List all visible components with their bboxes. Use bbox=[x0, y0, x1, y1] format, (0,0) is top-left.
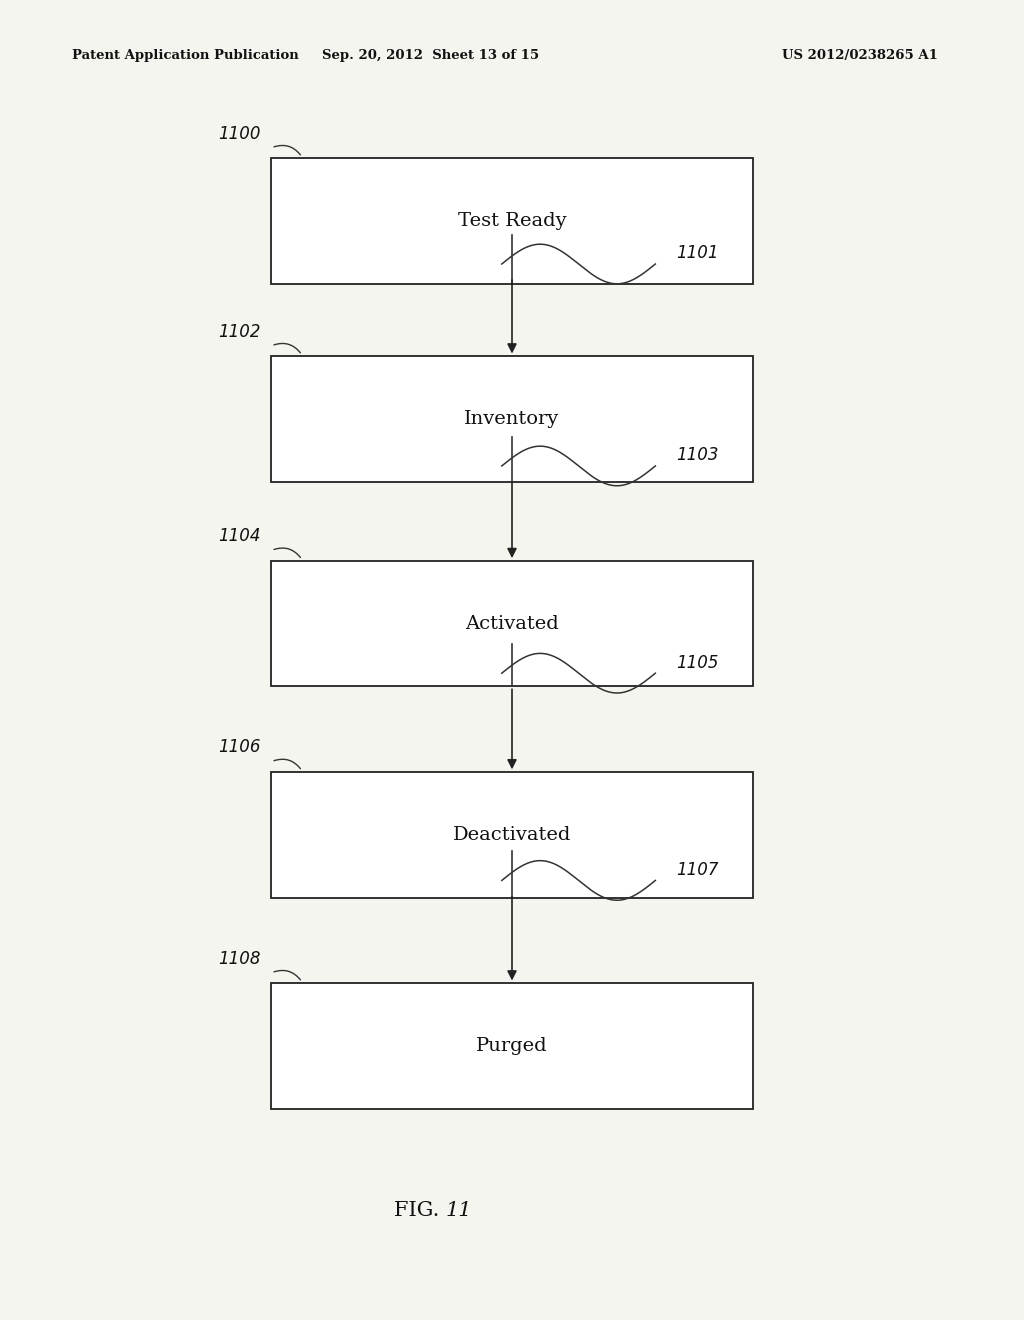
Text: 1105: 1105 bbox=[676, 653, 719, 672]
Text: FIG.: FIG. bbox=[394, 1201, 446, 1220]
Text: Patent Application Publication: Patent Application Publication bbox=[72, 49, 298, 62]
Bar bbox=[271, 158, 753, 284]
Text: Test Ready: Test Ready bbox=[458, 213, 566, 230]
Text: 1101: 1101 bbox=[676, 244, 719, 263]
Text: 1102: 1102 bbox=[218, 322, 261, 341]
Text: Sep. 20, 2012  Sheet 13 of 15: Sep. 20, 2012 Sheet 13 of 15 bbox=[322, 49, 539, 62]
Text: 1106: 1106 bbox=[218, 738, 261, 756]
Bar bbox=[271, 983, 753, 1109]
Text: Purged: Purged bbox=[476, 1038, 548, 1055]
Bar bbox=[271, 561, 753, 686]
Text: US 2012/0238265 A1: US 2012/0238265 A1 bbox=[782, 49, 938, 62]
Text: 1103: 1103 bbox=[676, 446, 719, 465]
Bar bbox=[271, 772, 753, 898]
Text: 1108: 1108 bbox=[218, 949, 261, 968]
Text: Activated: Activated bbox=[465, 615, 559, 632]
Text: Deactivated: Deactivated bbox=[453, 826, 571, 843]
Text: 1104: 1104 bbox=[218, 527, 261, 545]
Text: 11: 11 bbox=[445, 1201, 472, 1220]
Bar bbox=[271, 356, 753, 482]
Text: 1107: 1107 bbox=[676, 861, 719, 879]
Text: 1100: 1100 bbox=[218, 124, 261, 143]
Text: Inventory: Inventory bbox=[464, 411, 560, 428]
